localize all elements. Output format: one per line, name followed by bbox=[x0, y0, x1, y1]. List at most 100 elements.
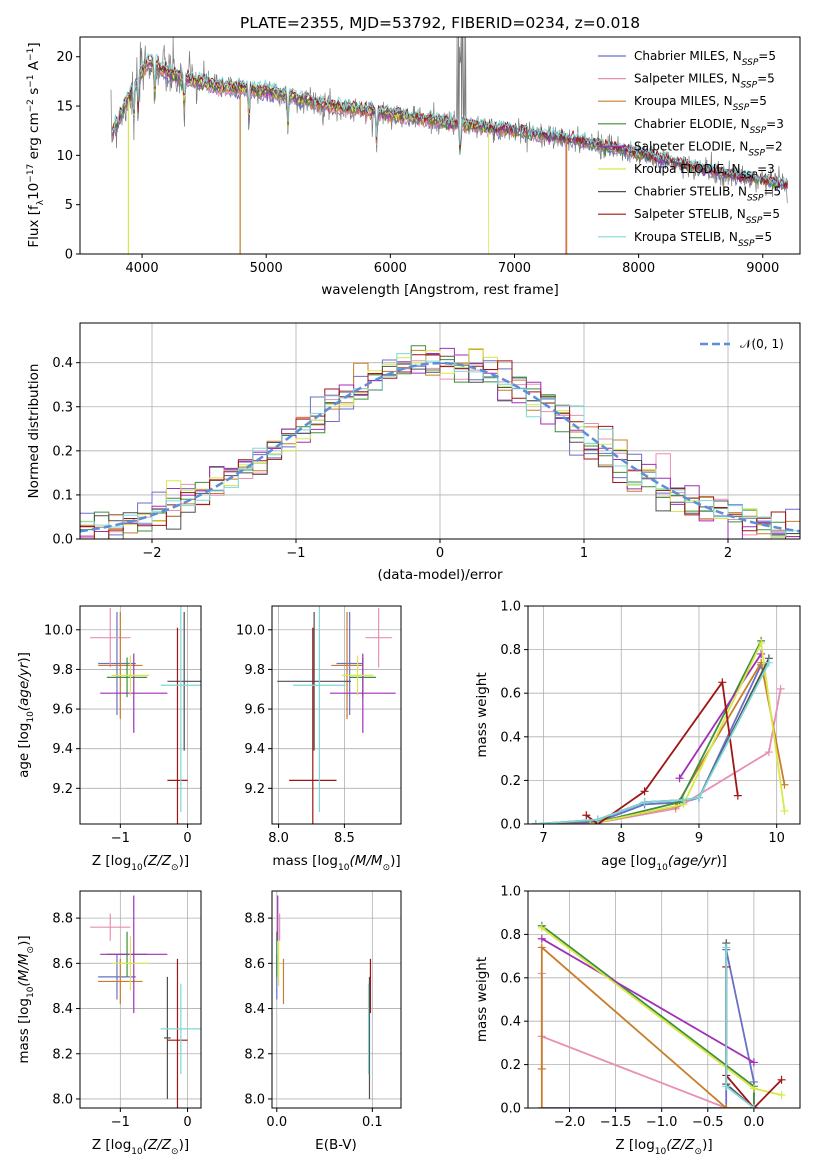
legend-entry-part: =5 bbox=[764, 185, 782, 199]
legend-entry-part: Chabrier STELIB, N bbox=[634, 185, 747, 199]
legend-entry-part: Salpeter STELIB, N bbox=[634, 207, 746, 221]
y-axis-label-part: −1 bbox=[26, 74, 36, 87]
x-tick-label: 8.5 bbox=[334, 831, 355, 846]
legend-entry-part: SSP bbox=[738, 239, 755, 249]
x-tick-label: −1 bbox=[286, 546, 305, 561]
x-axis-label: Z [log10(Z/Z⊙)] bbox=[92, 853, 189, 873]
mass-weight-marker bbox=[537, 943, 546, 952]
histogram-plot-area bbox=[80, 345, 800, 539]
x-axis-label-part: ⊙ bbox=[383, 863, 391, 873]
mass-weight-marker bbox=[749, 1104, 758, 1108]
x-axis-label-part: (Z/Z bbox=[143, 853, 172, 869]
y-axis-label-part: (M/M bbox=[16, 953, 32, 986]
x-tick-label: 0 bbox=[183, 1115, 191, 1130]
x-axis-label: Z [log10(Z/Z⊙)] bbox=[615, 1137, 712, 1157]
mass-vs-z-panel: −1 08.08.28.48.68.8Z [log10(Z/Z⊙)]mass [l… bbox=[16, 890, 202, 1157]
y-axis-label-part: )] bbox=[16, 935, 32, 946]
age-vs-z-plot-area bbox=[90, 606, 201, 824]
x-tick-label: 9 bbox=[695, 831, 703, 846]
y-tick-label: 0.6 bbox=[500, 971, 521, 986]
y-axis-label-part: −2 bbox=[26, 99, 36, 112]
y-tick-label: 10.0 bbox=[44, 623, 73, 638]
axes-frame bbox=[79, 890, 202, 1109]
legend-entry-part: SSP bbox=[748, 148, 765, 158]
y-axis-label-part: erg cm bbox=[26, 112, 42, 163]
mass-weight-marker bbox=[718, 678, 727, 687]
mass-vs-ebv-plot-area bbox=[276, 895, 372, 1099]
histogram-panel: −2 −1 0 1 2 0.0 0.1 0.2 0.3 0.4 (data-model)/error… bbox=[26, 322, 801, 583]
legend-entry-part: =5 bbox=[749, 94, 767, 108]
y-axis-label-part: −17 bbox=[26, 164, 36, 183]
y-axis-label: Normed distribution bbox=[26, 364, 42, 499]
model-spectrum-line bbox=[111, 59, 490, 254]
mass-weight-marker bbox=[593, 815, 602, 824]
x-axis-label-part: )] bbox=[179, 853, 190, 869]
x-tick-label: 9000 bbox=[746, 261, 779, 276]
x-tick-label: 8 bbox=[617, 831, 625, 846]
y-axis-label-part: Flux [f bbox=[26, 204, 42, 248]
y-tick-label: 10.0 bbox=[236, 623, 265, 638]
mass-weight-marker bbox=[531, 820, 540, 824]
x-tick-label: 8.0 bbox=[268, 831, 289, 846]
legend-entry-part: =3 bbox=[766, 117, 784, 131]
y-tick-label: 9.8 bbox=[244, 663, 265, 678]
legend-entry-part: SSP bbox=[741, 171, 758, 181]
y-tick-label: 8.6 bbox=[52, 957, 73, 972]
axes-frame bbox=[271, 890, 402, 1109]
y-tick-label: 0.2 bbox=[500, 774, 521, 789]
x-axis-label-part: 10 bbox=[338, 863, 350, 873]
legend-entry-part: =5 bbox=[757, 72, 775, 86]
mass-weight-marker bbox=[694, 793, 703, 802]
x-axis-label-part: )] bbox=[702, 1137, 713, 1153]
x-tick-label: −1.5 bbox=[600, 1115, 632, 1130]
x-tick-label: 1 bbox=[580, 546, 588, 561]
y-tick-label: 0.1 bbox=[52, 488, 73, 503]
legend-entry: Kroupa STELIB, NSSP=5 bbox=[634, 230, 772, 249]
legend-entry-part: Chabrier ELODIE, N bbox=[634, 117, 750, 131]
x-tick-label: 7 bbox=[539, 831, 547, 846]
y-tick-label: 9.6 bbox=[244, 703, 265, 718]
mass-weight-line bbox=[590, 640, 786, 824]
y-tick-label: 0.2 bbox=[500, 1058, 521, 1073]
x-tick-label: 0.1 bbox=[362, 1115, 383, 1130]
x-axis-label-part: 10 bbox=[655, 1147, 667, 1157]
x-axis-label: age [log10(age/yr)] bbox=[601, 853, 727, 873]
x-tick-label: 0.0 bbox=[266, 1115, 287, 1130]
x-axis-label-part: 10 bbox=[131, 1147, 143, 1157]
y-tick-label: 8.0 bbox=[52, 1092, 73, 1107]
weight-vs-z-panel: −2.0 −1.5 −1.0 −0.5 0.0 0.0 0.2 0.4 0.6 0.8 1.0 Z [… bbox=[474, 885, 801, 1157]
y-tick-label: 8.4 bbox=[244, 1002, 265, 1017]
axes-frame bbox=[527, 605, 801, 825]
x-axis-label-part: 10 bbox=[131, 863, 143, 873]
y-axis-label: mass weight bbox=[474, 957, 490, 1042]
mass-weight-marker bbox=[640, 798, 649, 807]
y-tick-label: 5 bbox=[65, 198, 73, 213]
weight-vs-z-plot-area bbox=[537, 921, 786, 1108]
age-vs-mass-panel: 8.0 8.5 9.2 9.4 9.6 9.8 10.0 mass [log10(M/M⊙)] bbox=[236, 605, 402, 873]
y-tick-label: 0 bbox=[65, 248, 73, 263]
spectrum-panel: 4000 5000 6000 7000 8000 9000 0 5 10 15 20 waveleng… bbox=[26, 36, 801, 298]
mass-vs-ebv-panel: 0.0 0.1 8.0 8.2 8.4 8.6 8.8 E(B-V) bbox=[244, 890, 402, 1153]
x-tick-label: −1 bbox=[111, 831, 130, 846]
mass-weight-line bbox=[541, 937, 755, 1064]
legend-entry-part: =5 bbox=[758, 49, 776, 63]
x-axis-label-part: )] bbox=[179, 1137, 190, 1153]
legend-entry-part: =3 bbox=[757, 162, 775, 176]
mass-weight-marker bbox=[675, 774, 684, 783]
y-tick-label: 9.2 bbox=[52, 782, 73, 797]
mass-weight-line bbox=[535, 660, 786, 824]
model-spectrum-line bbox=[111, 52, 788, 187]
mass-weight-marker bbox=[582, 811, 591, 820]
legend-entry-part: =5 bbox=[762, 207, 780, 221]
mass-weight-marker bbox=[764, 748, 773, 757]
spectrum-plot-area bbox=[110, 37, 788, 254]
y-tick-label: 20 bbox=[56, 50, 73, 65]
mass-vs-z-plot-area bbox=[90, 895, 201, 1108]
y-tick-label: 0.6 bbox=[500, 687, 521, 702]
axes-frame bbox=[79, 322, 801, 540]
mass-weight-marker bbox=[749, 1058, 758, 1067]
mass-weight-marker bbox=[757, 639, 766, 648]
weight-vs-age-plot-area bbox=[531, 636, 789, 824]
